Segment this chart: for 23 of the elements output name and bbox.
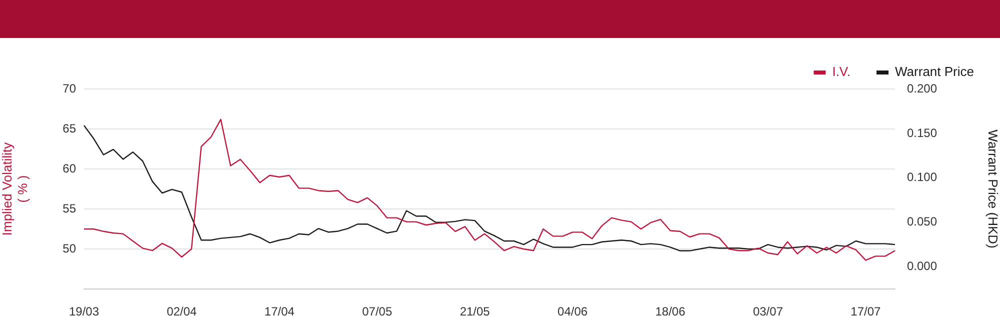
x-tick-label: 19/03 — [68, 304, 100, 319]
y-tick-label: 70 — [62, 81, 76, 96]
y-tick-label: 60 — [62, 161, 76, 176]
x-tick-label: 03/07 — [752, 304, 784, 319]
legend-label: I.V. — [832, 64, 851, 80]
x-tick-label: 07/05 — [362, 304, 392, 319]
y2-tick-label: 0.200 — [907, 81, 938, 96]
legend-label: Warrant Price — [895, 64, 974, 80]
x-tick-label: 17/07 — [850, 304, 882, 319]
y-tick-label: 55 — [62, 201, 76, 216]
y2-tick-label: 0.050 — [907, 214, 938, 229]
x-tick-label: 02/04 — [166, 304, 198, 319]
y2-tick-label: 0.150 — [907, 126, 938, 140]
y-tick-label: 50 — [62, 241, 76, 256]
x-tick-label: 18/06 — [655, 304, 686, 319]
y-tick-label: 65 — [62, 121, 76, 136]
x-tick-label: 17/04 — [264, 304, 295, 319]
x-tick-label: 04/06 — [558, 304, 588, 319]
y-axis-title: Implied Volatility ( % ) — [0, 142, 30, 236]
x-tick-label: 21/05 — [460, 304, 490, 319]
y2-axis-title: Warrant Price (HKD) — [986, 130, 1000, 248]
y2-tick-label: 0.100 — [907, 170, 938, 184]
y2-tick-label: 0.000 — [907, 259, 938, 274]
